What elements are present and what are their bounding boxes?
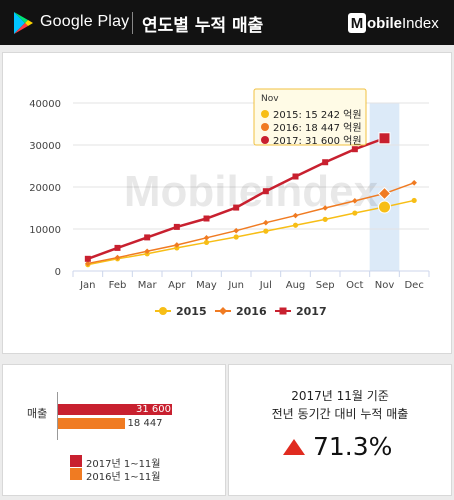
summary-date: 2017년 11월 기준	[291, 389, 389, 403]
cumulative-revenue-chart: 0 10000 20000 30000 40000 Jan Feb Mar Apr May Jun J…	[29, 88, 430, 318]
bar-value-2017: 31 600	[136, 404, 171, 415]
point-2016	[114, 254, 121, 261]
point-2016	[174, 242, 180, 248]
x-tick-label: Jan	[79, 280, 95, 291]
x-tick-label: Oct	[346, 280, 363, 291]
series-line-2016	[87, 182, 415, 265]
point-2017	[322, 159, 329, 166]
x-tick-label: Nov	[375, 280, 395, 291]
point-2015	[203, 239, 210, 246]
mobileindex-logo: M obileIndex	[348, 12, 439, 34]
comparison-category-label: 매출	[27, 407, 48, 420]
legend-label-2016: 2016년 1~11월	[86, 472, 161, 483]
y-tick-label: 30000	[29, 141, 61, 152]
up-arrow-icon	[283, 438, 305, 455]
bar-2017	[58, 404, 172, 415]
header-bar: Google Play 연도별 누적 매출 M obileIndex	[0, 0, 454, 45]
point-2017	[378, 132, 391, 145]
legend-label-2016: 2016	[236, 305, 267, 318]
x-tick-label: Apr	[168, 280, 186, 291]
point-2016	[377, 186, 392, 201]
x-tick-label: Mar	[138, 280, 158, 291]
point-2017	[351, 146, 358, 153]
point-2015	[352, 210, 358, 216]
point-2017	[144, 234, 151, 241]
header-divider	[132, 12, 133, 34]
point-2015	[411, 197, 417, 204]
legend-marker-2017	[279, 307, 287, 315]
point-2015	[263, 228, 269, 234]
point-2016	[263, 219, 269, 226]
tooltip-row-2: 2017: 31 600 억원	[273, 135, 362, 147]
point-2016	[322, 205, 328, 211]
y-tick-label: 10000	[29, 225, 61, 236]
point-2016	[203, 235, 210, 241]
series-line-2015	[87, 199, 415, 266]
platform-name: Google Play	[40, 13, 130, 30]
point-2016	[144, 248, 150, 255]
page-title: 연도별 누적 매출	[142, 16, 264, 36]
legend-marker-2015	[159, 307, 167, 315]
point-2017	[233, 204, 240, 211]
bar-2016	[58, 418, 125, 429]
point-2016	[411, 180, 417, 186]
summary-description: 전년 동기간 대비 누적 매출	[271, 407, 409, 421]
tooltip-dot-2	[261, 136, 269, 144]
y-tick-label: 40000	[29, 99, 61, 110]
line-chart-panel: 0 10000 20000 30000 40000 Jan Feb Mar Apr May Jun J…	[2, 52, 452, 354]
x-tick-label: Sep	[316, 280, 335, 291]
point-2017	[262, 188, 269, 195]
x-tick-label: Dec	[404, 280, 423, 291]
point-2016	[233, 227, 239, 234]
logo-rest: Index	[402, 14, 439, 32]
comparison-panel	[2, 364, 226, 496]
tooltip-row-0: 2015: 15 242 억원	[273, 109, 362, 121]
tooltip-row-1: 2016: 18 447 억원	[273, 122, 362, 134]
tooltip-title: Nov	[261, 94, 279, 104]
point-2016	[85, 260, 91, 267]
summary-panel	[228, 364, 452, 496]
growth-percent: 71.3%	[313, 432, 393, 461]
y-tick-label: 20000	[29, 183, 61, 194]
point-2017	[173, 223, 180, 230]
point-2015	[292, 222, 299, 228]
point-2017	[292, 173, 299, 180]
watermark: MobileIndex	[124, 167, 379, 216]
x-tick-label: May	[196, 280, 217, 291]
point-2016	[292, 212, 299, 219]
point-2017	[84, 255, 91, 262]
google-play-icon	[14, 12, 33, 34]
tooltip-dot-1	[261, 123, 269, 131]
logo-bold: obile	[367, 14, 403, 32]
legend-swatch-2016	[70, 468, 82, 480]
tooltip-box	[253, 88, 367, 146]
tooltip-dot-0	[261, 110, 269, 118]
point-2015	[174, 245, 180, 251]
point-2017	[114, 244, 121, 251]
legend-label-2017: 2017년 1~11월	[86, 459, 161, 470]
legend-marker-2016	[219, 307, 227, 315]
x-tick-label: Jun	[227, 280, 244, 291]
growth-indicator: 71.3%	[283, 432, 392, 461]
point-2015	[322, 216, 328, 222]
y-tick-label: 0	[55, 267, 61, 278]
point-2015	[378, 200, 391, 214]
point-2015	[233, 234, 239, 240]
legend-label-2017: 2017	[296, 305, 327, 318]
comparison-axis	[57, 392, 58, 440]
x-tick-label: Aug	[286, 280, 306, 291]
point-2016	[352, 198, 358, 204]
legend-swatch-2017	[70, 455, 82, 467]
x-tick-label: Jul	[259, 280, 272, 291]
legend-label-2015: 2015	[176, 305, 207, 318]
logo-box: M	[348, 13, 366, 33]
point-2017	[203, 215, 210, 222]
x-tick-label: Feb	[109, 280, 127, 291]
bar-value-2016: 18 447	[127, 418, 163, 429]
